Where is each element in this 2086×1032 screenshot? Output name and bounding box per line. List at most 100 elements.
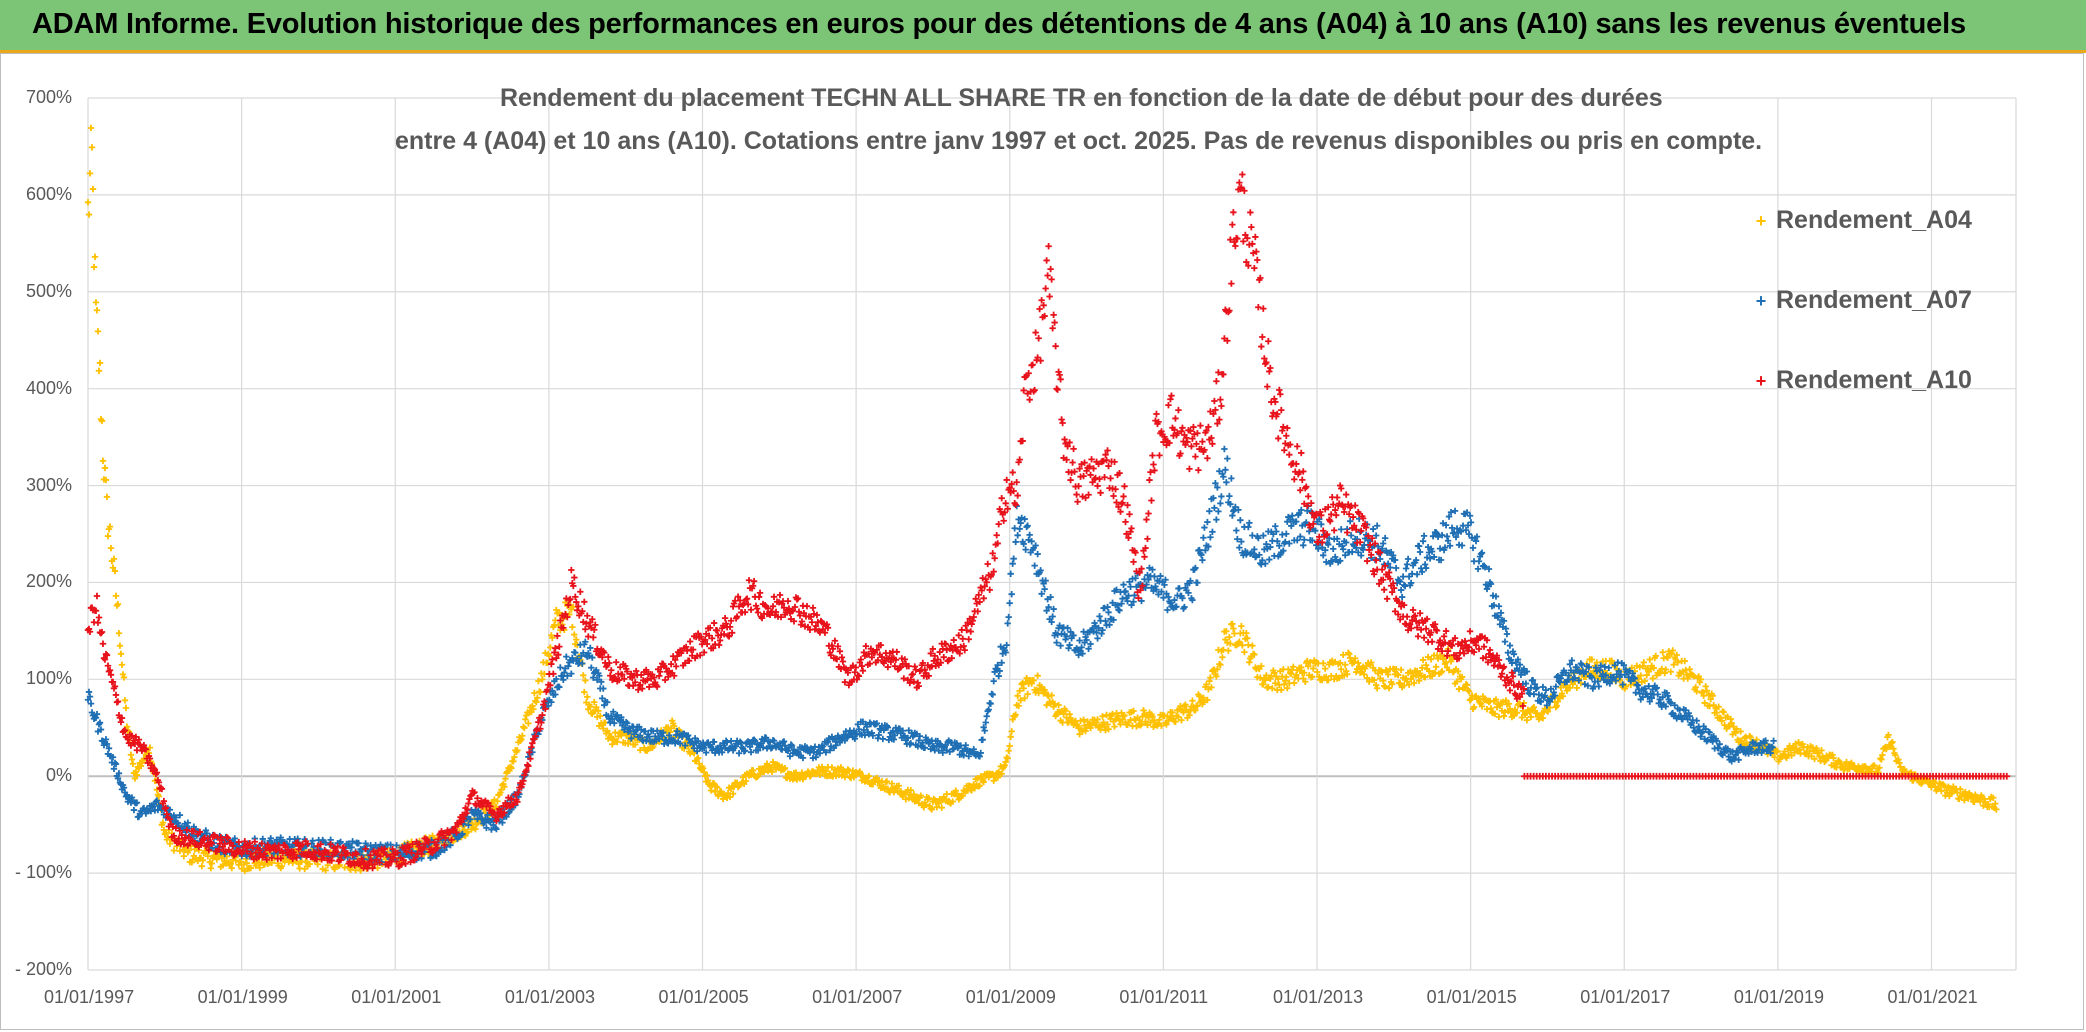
data-point-a07 [1063,633,1070,640]
data-point-a10 [1375,580,1383,588]
data-point-a07 [1065,645,1072,652]
data-point-a07 [85,688,93,696]
data-point-a04 [1811,755,1818,763]
data-point-a04 [1885,731,1892,739]
data-point-a10 [1451,634,1459,642]
data-point-a07 [1004,620,1011,627]
data-point-a04 [1667,668,1674,675]
data-point-a04 [1239,642,1246,649]
data-point-a07 [1149,566,1156,573]
data-point-a07 [598,678,605,686]
data-point-a04 [137,762,145,770]
data-point-a10 [716,637,724,644]
data-point-a10 [1201,446,1208,454]
data-point-a04 [591,698,598,706]
data-point-a07 [174,819,182,827]
data-point-a07 [665,732,673,739]
data-point-a10 [1141,553,1148,560]
data-point-a07 [1016,525,1023,533]
data-point-a07 [1381,534,1389,542]
data-point-a07 [590,674,597,681]
data-point-a04 [1436,652,1444,659]
data-point-a04 [938,804,945,811]
data-point-a10 [1121,483,1128,490]
data-point-a04 [1373,685,1381,692]
data-point-a10 [1014,492,1021,499]
data-point-a07 [919,739,927,746]
data-point-a04 [1236,638,1243,645]
data-point-a10 [1197,422,1204,429]
data-point-a04 [1231,630,1238,637]
data-point-a07 [1550,689,1558,696]
data-point-a07 [1223,479,1230,486]
data-point-a07 [906,741,914,748]
data-point-a10 [150,765,158,772]
data-point-a04 [990,777,997,784]
data-point-a07 [1024,522,1031,529]
data-point-a10 [1193,440,1200,448]
data-point-a04 [632,741,639,748]
data-point-a04 [522,716,529,723]
data-point-a07 [1547,685,1555,693]
data-point-a10 [1216,416,1223,423]
data-point-a10 [1205,423,1212,431]
data-point-a07 [231,835,238,842]
data-point-a07 [589,654,596,661]
data-point-a10 [1116,470,1123,477]
data-point-a07 [1523,668,1531,675]
data-point-a10 [1317,508,1324,516]
data-point-a04 [109,564,117,571]
data-point-a10 [112,691,120,699]
data-point-a07 [1570,669,1578,676]
data-point-a10 [565,601,572,609]
data-point-a10 [770,593,778,600]
data-point-a07 [1187,577,1194,585]
data-point-a07 [102,736,110,743]
data-point-a10 [1217,396,1224,403]
data-point-a10 [334,843,341,850]
data-point-a10 [1092,474,1099,482]
data-point-a04 [1344,649,1352,657]
data-point-a07 [1272,523,1279,530]
data-point-a07 [822,749,830,756]
data-point-a04 [1992,800,1999,807]
data-point-a10 [1413,624,1421,631]
data-point-a07 [1342,539,1350,546]
data-point-a10 [796,612,804,619]
data-point-a10 [538,719,545,726]
data-point-a10 [320,854,327,862]
data-point-a07 [1706,729,1713,736]
data-point-a07 [1457,528,1465,535]
data-point-a04 [95,367,103,375]
data-point-a10 [166,816,174,823]
data-point-a10 [532,732,539,740]
data-point-a07 [1420,532,1428,540]
data-point-a10 [146,755,154,762]
data-point-a07 [1645,682,1652,690]
data-point-a07 [1615,667,1622,675]
data-point-a10 [385,862,392,869]
data-point-a07 [1078,644,1085,651]
data-point-a04 [597,712,604,720]
data-point-a10 [1280,423,1287,431]
data-point-a10 [1410,613,1418,620]
data-point-a07 [1595,683,1603,690]
data-point-a10 [789,607,797,614]
data-point-a10 [865,650,873,658]
data-point-a07 [1438,531,1446,539]
data-point-a10 [352,849,359,857]
data-point-a10 [1151,467,1158,474]
data-point-a07 [1472,537,1480,545]
data-point-a04 [1425,667,1433,675]
data-point-a07 [1318,521,1325,528]
data-point-a10 [963,627,970,634]
data-point-a07 [1389,552,1397,559]
data-point-a04 [1017,697,1024,704]
data-point-a07 [604,699,611,706]
data-point-a10 [1408,617,1416,624]
data-point-a07 [1584,682,1592,689]
data-point-a07 [1592,664,1600,671]
data-point-a07 [1320,552,1327,559]
data-point-a07 [1121,588,1128,596]
data-point-a04 [1030,677,1037,684]
